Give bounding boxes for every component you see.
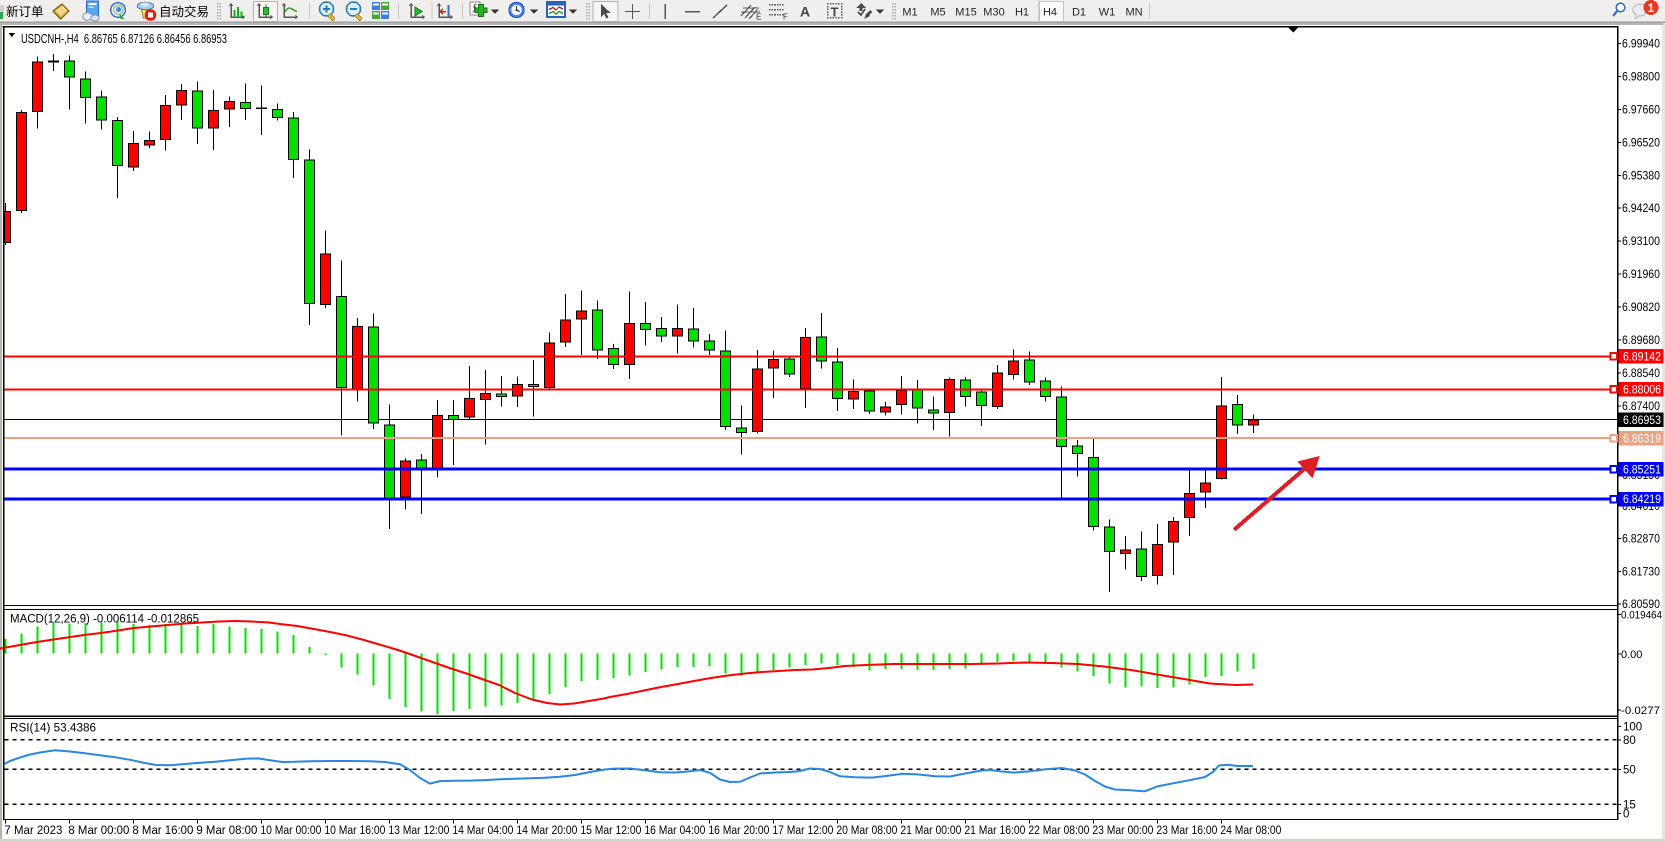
svg-text:10 Mar 16:00: 10 Mar 16:00 [324,825,385,837]
svg-text:50: 50 [1623,764,1636,776]
svg-text:M15: M15 [955,7,976,19]
svg-text:新订单: 新订单 [6,4,44,19]
svg-text:80: 80 [1623,735,1636,747]
svg-text:24 Mar 08:00: 24 Mar 08:00 [1220,825,1281,837]
svg-text:21 Mar 16:00: 21 Mar 16:00 [964,825,1025,837]
svg-text:20 Mar 08:00: 20 Mar 08:00 [836,825,897,837]
svg-text:MACD(12,26,9) -0.006114 -0.012: MACD(12,26,9) -0.006114 -0.012865 [10,614,199,626]
svg-text:F: F [783,13,788,22]
svg-text:6.99940: 6.99940 [1622,39,1660,51]
svg-text:22 Mar 08:00: 22 Mar 08:00 [1028,825,1089,837]
svg-text:16 Mar 20:00: 16 Mar 20:00 [708,825,769,837]
svg-text:6.94240: 6.94240 [1622,203,1660,215]
svg-text:6.88540: 6.88540 [1622,368,1660,380]
svg-text:10 Mar 00:00: 10 Mar 00:00 [260,825,321,837]
svg-text:6.86953: 6.86953 [1623,415,1661,427]
svg-text:17 Mar 12:00: 17 Mar 12:00 [772,825,833,837]
svg-text:6.85251: 6.85251 [1623,464,1661,476]
svg-text:13 Mar 12:00: 13 Mar 12:00 [388,825,449,837]
svg-text:16 Mar 04:00: 16 Mar 04:00 [644,825,705,837]
svg-text:M5: M5 [930,7,945,19]
svg-text:RSI(14) 53.4386: RSI(14) 53.4386 [10,723,96,735]
svg-text:8 Mar 00:00: 8 Mar 00:00 [68,825,129,837]
svg-text:D1: D1 [1072,7,1086,19]
svg-text:6.82870: 6.82870 [1622,533,1660,545]
svg-text:MN: MN [1125,7,1142,19]
svg-text:8 Mar 16:00: 8 Mar 16:00 [132,825,193,837]
svg-text:23 Mar 00:00: 23 Mar 00:00 [1092,825,1153,837]
svg-text:E: E [756,13,761,22]
svg-text:自动交易: 自动交易 [159,4,209,19]
svg-text:6.86319: 6.86319 [1623,433,1661,445]
svg-text:6.89142: 6.89142 [1623,352,1661,364]
svg-text:USDCNH-,H4 6.86765 6.87126 6.: USDCNH-,H4 6.86765 6.87126 6.86456 6.869… [21,31,227,46]
svg-text:6.95380: 6.95380 [1622,170,1660,182]
svg-text:6.96520: 6.96520 [1622,137,1660,149]
svg-text:14 Mar 04:00: 14 Mar 04:00 [452,825,513,837]
svg-text:6.89680: 6.89680 [1622,335,1660,347]
svg-text:15 Mar 12:00: 15 Mar 12:00 [580,825,641,837]
svg-text:15: 15 [1623,799,1636,811]
svg-text:0: 0 [1623,808,1629,820]
svg-text:M1: M1 [902,7,917,19]
svg-text:6.81730: 6.81730 [1622,566,1660,578]
svg-text:6.90820: 6.90820 [1622,302,1660,314]
svg-text:W1: W1 [1099,7,1116,19]
svg-text:A: A [800,4,810,20]
svg-text:6.91960: 6.91960 [1622,269,1660,281]
svg-text:0.00: 0.00 [1621,649,1642,661]
svg-text:M30: M30 [983,7,1004,19]
svg-text:0.019464: 0.019464 [1621,609,1662,621]
svg-text:6.80590: 6.80590 [1622,599,1660,611]
svg-text:T: T [831,5,839,20]
svg-text:H1: H1 [1015,7,1029,19]
svg-text:6.97660: 6.97660 [1622,105,1660,117]
svg-text:23 Mar 16:00: 23 Mar 16:00 [1156,825,1217,837]
svg-text:1: 1 [1648,1,1655,15]
svg-text:6.84219: 6.84219 [1623,494,1661,506]
svg-text:6.93100: 6.93100 [1622,236,1660,248]
svg-text:6.87400: 6.87400 [1622,401,1660,413]
svg-text:6.88006: 6.88006 [1623,385,1661,397]
svg-text:H4: H4 [1043,7,1057,19]
svg-text:9 Mar 08:00: 9 Mar 08:00 [196,825,257,837]
svg-text:6.98800: 6.98800 [1622,72,1660,84]
svg-text:-0.0277: -0.0277 [1621,705,1660,717]
svg-text:21 Mar 00:00: 21 Mar 00:00 [900,825,961,837]
svg-text:14 Mar 20:00: 14 Mar 20:00 [516,825,577,837]
svg-text:100: 100 [1623,721,1642,733]
svg-text:7 Mar 2023: 7 Mar 2023 [4,825,62,837]
